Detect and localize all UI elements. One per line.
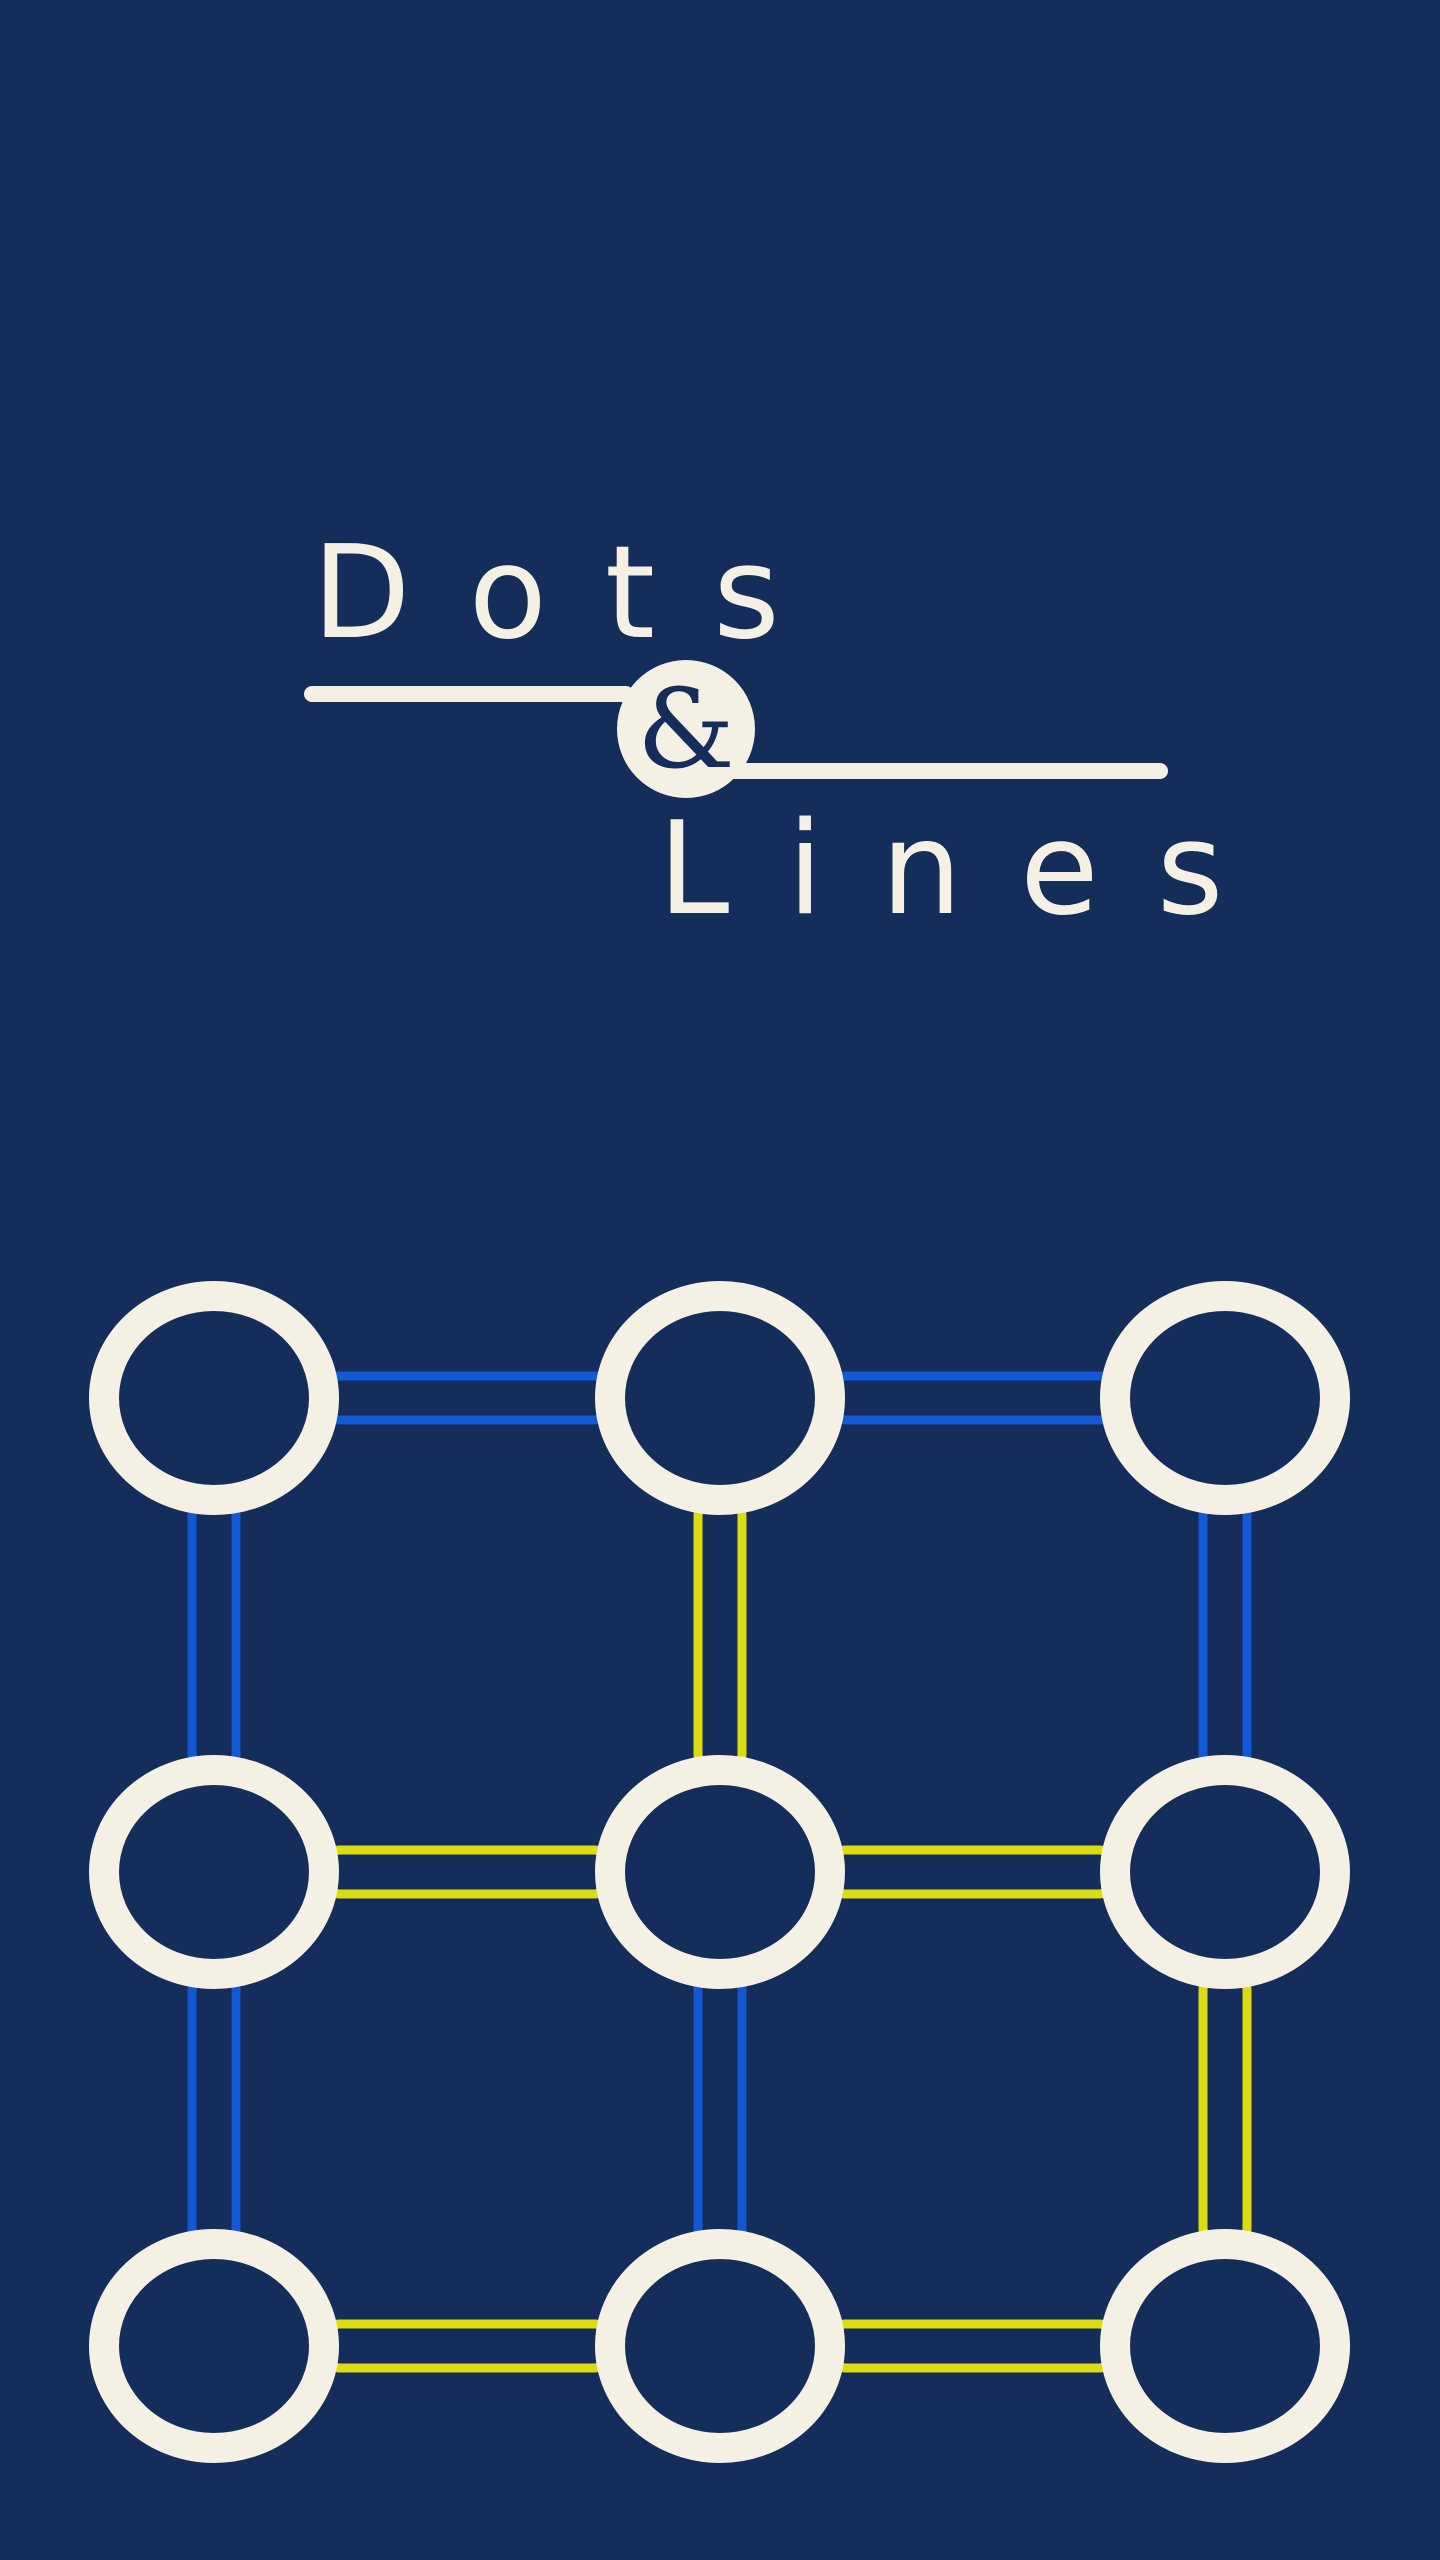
vertical-line-r1-c2-yellow[interactable] — [1198, 1967, 1252, 2251]
vertical-line-r0-c0-blue[interactable] — [187, 1493, 241, 1777]
vertical-line-r0-c2-blue[interactable] — [1198, 1493, 1252, 1777]
logo-underline-right — [712, 763, 1168, 779]
logo-underline-left — [304, 686, 634, 702]
horizontal-line-r2-c0-yellow[interactable] — [317, 2319, 617, 2373]
logo-word-lines: Lines — [658, 795, 1282, 944]
horizontal-line-r2-c1-yellow[interactable] — [823, 2319, 1122, 2373]
dot-r2-c0[interactable] — [89, 2229, 339, 2463]
vertical-line-r1-c1-blue[interactable] — [693, 1967, 747, 2251]
horizontal-line-r1-c1-yellow[interactable] — [823, 1845, 1122, 1899]
logo-word-dots: Dots — [312, 519, 838, 668]
dot-r0-c0[interactable] — [89, 1281, 339, 1515]
horizontal-line-r0-c0-blue[interactable] — [317, 1371, 617, 1425]
vertical-line-r0-c1-yellow[interactable] — [693, 1493, 747, 1777]
logo-ampersand-badge: & — [617, 660, 755, 798]
dot-r2-c1[interactable] — [595, 2229, 845, 2463]
dot-r1-c0[interactable] — [89, 1755, 339, 1989]
horizontal-line-r1-c0-yellow[interactable] — [317, 1845, 617, 1899]
dot-r1-c1[interactable] — [595, 1755, 845, 1989]
dot-r1-c2[interactable] — [1100, 1755, 1350, 1989]
dot-r0-c1[interactable] — [595, 1281, 845, 1515]
dot-r2-c2[interactable] — [1100, 2229, 1350, 2463]
dot-r0-c2[interactable] — [1100, 1281, 1350, 1515]
vertical-line-r1-c0-blue[interactable] — [187, 1967, 241, 2251]
horizontal-line-r0-c1-blue[interactable] — [823, 1371, 1122, 1425]
